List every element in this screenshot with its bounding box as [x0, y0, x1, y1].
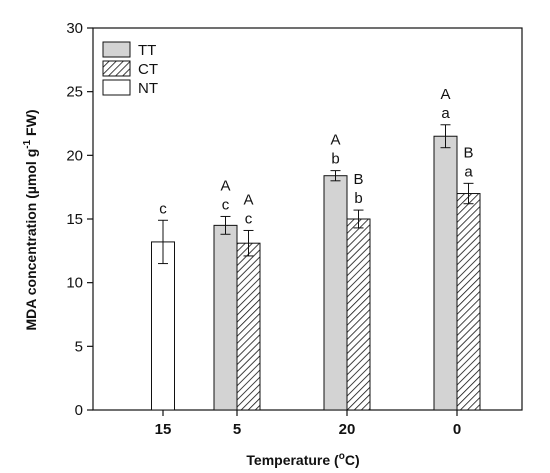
significance-lowercase: a	[464, 163, 473, 180]
y-tick-label: 5	[75, 338, 83, 355]
significance-lowercase: c	[159, 200, 167, 217]
legend-swatch-nt	[102, 79, 131, 96]
bar-tt-20	[323, 175, 348, 411]
legend-label-nt: NT	[138, 80, 158, 97]
significance-uppercase: A	[243, 191, 253, 208]
x-tick-label: 15	[155, 421, 172, 438]
bar-ct-0	[456, 193, 481, 411]
y-tick-label: 20	[66, 147, 83, 164]
x-axis-title: Temperature (oC)	[246, 451, 359, 468]
svg-text:Temperature (oC): Temperature (oC)	[246, 451, 359, 468]
x-tick-label: 20	[339, 421, 356, 438]
legend-swatch-ct	[102, 60, 131, 77]
significance-lowercase: b	[331, 151, 339, 168]
y-tick-label: 30	[66, 20, 83, 37]
bar-tt-5	[213, 224, 238, 411]
legend-label-tt: TT	[138, 42, 156, 59]
bar-nt-15	[151, 241, 175, 411]
y-tick-label: 25	[66, 84, 83, 101]
y-tick-label: 0	[75, 402, 83, 419]
significance-lowercase: c	[222, 196, 230, 213]
y-tick-label: 15	[66, 211, 83, 228]
legend-swatch-tt	[102, 41, 131, 58]
x-tick-label: 0	[453, 421, 461, 438]
significance-uppercase: A	[440, 86, 450, 103]
significance-lowercase: c	[245, 210, 253, 227]
significance-lowercase: b	[354, 190, 362, 207]
legend-label-ct: CT	[138, 61, 158, 78]
significance-uppercase: B	[463, 144, 473, 161]
significance-uppercase: A	[330, 132, 340, 149]
x-tick-label: 5	[233, 421, 241, 438]
legend: TT CT NT	[102, 41, 158, 97]
bar-ct-20	[346, 218, 371, 411]
significance-uppercase: A	[220, 177, 230, 194]
significance-lowercase: a	[441, 105, 450, 122]
bar-ct-5	[236, 242, 261, 411]
y-axis-title: MDA concentration (µmol g-1 FW)	[22, 109, 39, 330]
significance-uppercase: B	[353, 171, 363, 188]
bar-tt-0	[433, 135, 458, 411]
y-tick-label: 10	[66, 275, 83, 292]
svg-text:MDA concentration (µmol g-1 FW: MDA concentration (µmol g-1 FW)	[22, 109, 39, 330]
